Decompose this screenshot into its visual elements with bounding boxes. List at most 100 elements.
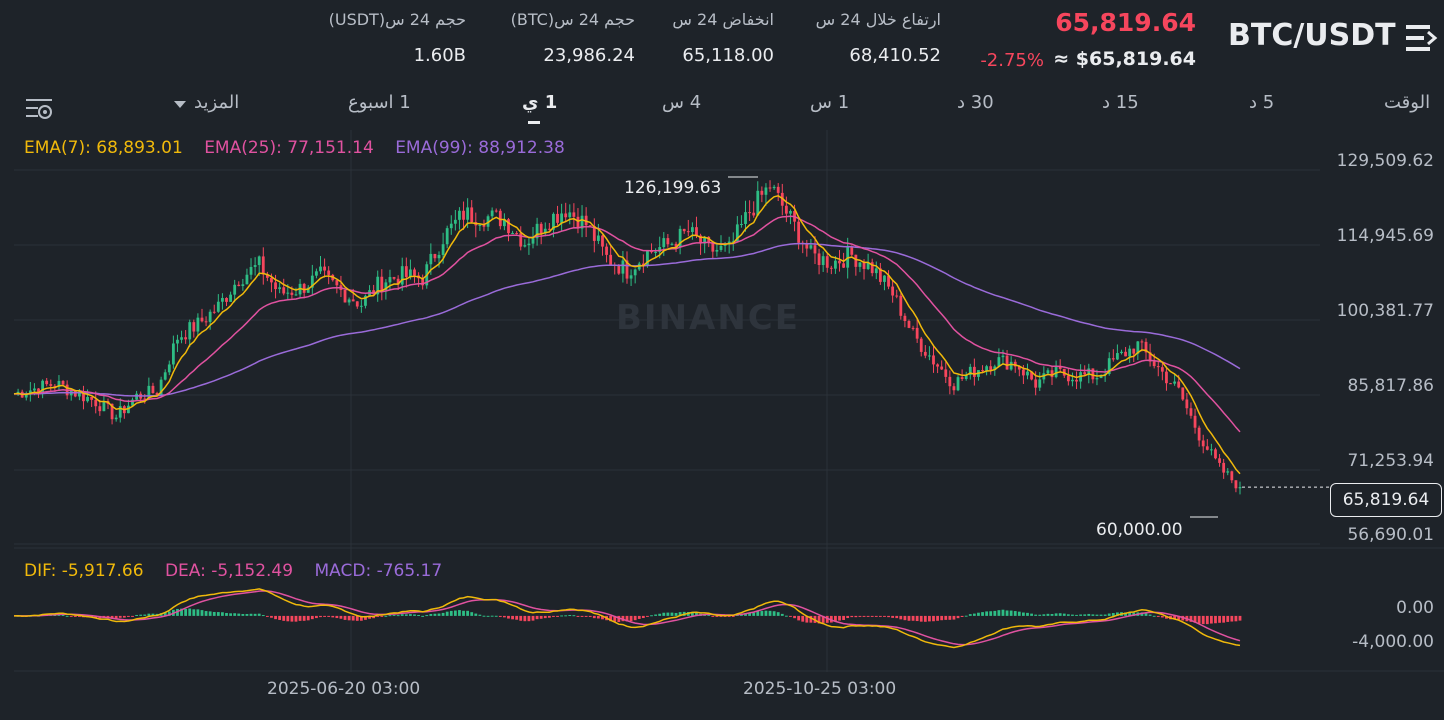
candle-body [1165,371,1168,384]
candle-body [192,322,196,332]
candle-body [527,243,531,246]
candle-body [1140,341,1144,343]
candle-body [1156,366,1160,368]
macd-histogram-bar [883,615,886,617]
candle-body [470,207,474,223]
macd-histogram-bar [1034,614,1038,616]
macd-histogram-bar [674,612,678,616]
macd-histogram-bar [1009,610,1013,616]
candle-body [1050,370,1054,378]
candle-body [625,260,629,279]
candle-body [515,232,519,234]
candle-body [1152,361,1156,367]
macd-histogram-bar [114,615,118,619]
candle-body [249,266,253,275]
stat-label-24h-low: انخفاض 24 س [672,10,774,29]
macd-histogram-bar [110,615,114,619]
macd-histogram-bar [221,612,224,616]
macd-histogram-bar [212,611,216,616]
macd-histogram-bar [707,614,711,616]
interval-5m[interactable]: 5 د [1249,92,1275,113]
candle-body [895,295,899,297]
interval-30m[interactable]: 30 د [957,92,994,113]
macd-histogram-bar [1189,615,1193,622]
candle-body [556,213,559,223]
current-price-tag[interactable]: 65,819.64 [1330,483,1442,517]
macd-histogram-bar [421,615,425,617]
candle-body [135,393,138,400]
macd-histogram-bar [932,615,935,622]
interval-more[interactable]: المزيد [194,92,240,113]
candle-body [1120,351,1123,354]
menu-icon[interactable] [1404,22,1438,54]
macd-histogram-bar [1030,613,1033,616]
macd-histogram-bar [940,615,944,621]
macd-histogram-bar [1083,614,1087,616]
candle-body [1222,462,1226,473]
candle-body [883,275,886,282]
macd-histogram-bar [923,615,927,622]
macd-histogram-bar [637,615,641,619]
candle-body [1075,379,1078,382]
macd-histogram-bar [556,615,559,617]
macd-histogram-bar [392,614,396,616]
price-change-percent: -2.75% [980,50,1044,71]
macd-histogram-bar [122,615,126,618]
candle-body [1087,368,1091,375]
macd-histogram-bar [1230,615,1234,622]
interval-1w[interactable]: 1 اسبوع [348,92,411,113]
candle-body [118,406,122,418]
macd-histogram-bar [515,615,519,620]
candle-body [253,265,257,267]
macd-histogram-bar [772,611,776,616]
macd-histogram-bar [972,613,976,616]
candle-body [86,396,89,402]
macd-histogram-bar [731,615,735,617]
candle-body [102,401,106,412]
pair-title[interactable]: BTC/USDT [1228,18,1396,53]
candle-body [449,223,453,229]
interval-time[interactable]: الوقت [1384,92,1431,113]
macd-histogram-bar [564,615,568,617]
candle-body [327,270,331,275]
candle-body [981,370,984,372]
candle-body [323,266,326,271]
macd-histogram-bar [964,615,968,617]
candle-body [1169,383,1172,385]
macd-histogram-bar [241,614,245,616]
candle-body [437,254,441,259]
candle-body [73,390,77,397]
macd-histogram-bar [180,608,183,616]
candle-body [384,282,388,291]
macd-histogram-bar [1226,615,1230,622]
macd-histogram-bar [609,615,613,622]
chevron-down-icon[interactable] [174,101,186,108]
macd-histogram-bar [997,610,1001,616]
macd-histogram-bar [462,610,465,616]
macd-histogram-bar [257,613,261,616]
candle-body [400,266,404,285]
interval-1h[interactable]: 1 س [810,92,850,113]
macd-histogram-bar [797,615,801,621]
interval-1d[interactable]: 1 ي [522,92,558,113]
macd-histogram-bar [1099,614,1103,616]
candle-body [576,216,580,229]
candle-body [1022,369,1025,376]
macd-histogram-bar [846,615,850,619]
candle-body [707,236,711,243]
candle-body [940,366,944,370]
candle-body [621,260,625,274]
macd-histogram-bar [1013,611,1017,616]
interval-15m[interactable]: 15 د [1102,92,1139,113]
candle-body [1230,471,1234,481]
macd-histogram-bar [878,615,882,617]
stat-value-24h-low: 65,118.00 [682,45,774,66]
macd-histogram-bar [650,615,653,617]
chart-settings-icon[interactable] [24,96,54,122]
macd-histogram-bar [192,609,196,616]
interval-4h[interactable]: 4 س [662,92,702,113]
macd-histogram-bar [339,615,343,619]
candle-body [609,254,613,265]
candle-body [392,277,396,279]
